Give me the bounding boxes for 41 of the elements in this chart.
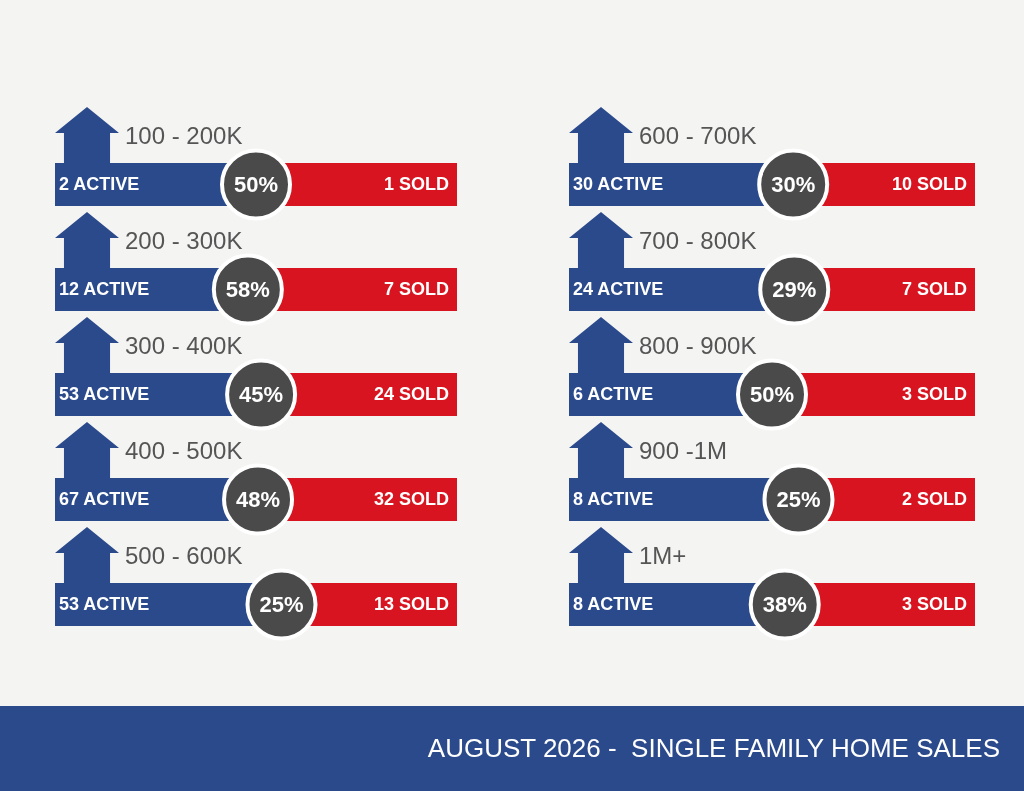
category-label: 600 - 700K <box>639 121 757 149</box>
data-label: 6 ACTIVE <box>573 384 654 405</box>
category-label: 900 -1M <box>639 436 728 464</box>
data-label: 13 SOLD <box>373 594 449 615</box>
data-label: 10 SOLD <box>891 174 967 195</box>
category-label: 1M+ <box>639 541 687 569</box>
data-label: 32 SOLD <box>373 489 449 510</box>
category-label: 200 - 300K <box>125 226 243 254</box>
data-label: 8 ACTIVE <box>573 594 654 615</box>
data-label: 12 ACTIVE <box>59 279 150 300</box>
category-label: 300 - 400K <box>125 331 243 359</box>
category-label: 500 - 600K <box>125 541 243 569</box>
data-label: 24 SOLD <box>373 384 449 405</box>
data-label: 3 SOLD <box>901 384 967 405</box>
data-label: 7 SOLD <box>901 279 967 300</box>
category-label: 400 - 500K <box>125 436 243 464</box>
data-label: 45% <box>239 381 284 407</box>
text: AUGUST 2026 - SINGLE FAMILY HOME SALES <box>427 733 1000 764</box>
data-label: 30 ACTIVE <box>573 174 664 195</box>
data-label: 2 SOLD <box>901 489 967 510</box>
data-label: 38% <box>762 591 807 617</box>
category-label: 700 - 800K <box>639 226 757 254</box>
data-label: 25% <box>776 486 821 512</box>
data-label: 29% <box>772 276 817 302</box>
data-label: 24 ACTIVE <box>573 279 664 300</box>
data-label: 53 ACTIVE <box>59 594 150 615</box>
data-label: 3 SOLD <box>901 594 967 615</box>
data-label: 2 ACTIVE <box>59 174 140 195</box>
data-label: 25% <box>259 591 304 617</box>
data-label: 53 ACTIVE <box>59 384 150 405</box>
data-label: 58% <box>225 276 270 302</box>
data-label: 8 ACTIVE <box>573 489 654 510</box>
category-label: 100 - 200K <box>125 121 243 149</box>
data-label: 50% <box>749 381 795 407</box>
data-label: 30% <box>771 171 816 197</box>
category-label: 800 - 900K <box>639 331 757 359</box>
data-label: 67 ACTIVE <box>59 489 150 510</box>
data-label: 7 SOLD <box>383 279 449 300</box>
data-label: 48% <box>236 486 281 512</box>
data-label: 50% <box>233 171 279 197</box>
data-label: 1 SOLD <box>383 174 449 195</box>
